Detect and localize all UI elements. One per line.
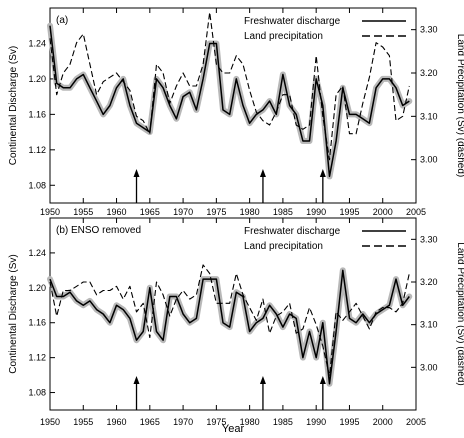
y-tick-label-right: 3.20 bbox=[420, 68, 438, 78]
x-tick-label: 1990 bbox=[306, 417, 326, 427]
y-tick-label-right: 3.10 bbox=[420, 320, 438, 330]
y-tick-label-right: 3.30 bbox=[420, 234, 438, 244]
x-tick-label: 1985 bbox=[273, 207, 293, 217]
y-tick-label-left: 1.24 bbox=[28, 248, 46, 258]
event-arrow-head bbox=[133, 169, 140, 177]
event-arrow-head bbox=[319, 169, 326, 177]
y-axis-label-left: Continental Discharge (Sv) bbox=[8, 46, 19, 166]
y-tick-label-left: 1.08 bbox=[28, 180, 46, 190]
series-line-discharge bbox=[49, 25, 410, 178]
x-tick-label: 2005 bbox=[406, 207, 426, 217]
x-tick-label: 1960 bbox=[107, 207, 127, 217]
x-tick-label: 1990 bbox=[306, 207, 326, 217]
y-tick-label-right: 3.00 bbox=[420, 155, 438, 165]
y-tick-label-right: 3.00 bbox=[420, 362, 438, 372]
x-tick-label: 1985 bbox=[273, 417, 293, 427]
legend-label: Freshwater discharge bbox=[244, 226, 341, 237]
y-tick-label-right: 3.30 bbox=[420, 25, 438, 35]
x-tick-label: 2000 bbox=[373, 417, 393, 427]
x-tick-label: 1980 bbox=[240, 417, 260, 427]
series-line-discharge bbox=[49, 269, 410, 385]
series-line-precipitation bbox=[49, 11, 410, 161]
x-tick-label: 1995 bbox=[339, 207, 359, 217]
panel-label: (b) ENSO removed bbox=[56, 225, 141, 236]
y-tick-label-left: 1.24 bbox=[28, 38, 46, 48]
uncertainty-band bbox=[47, 22, 413, 180]
y-tick-label-left: 1.12 bbox=[28, 145, 46, 155]
y-tick-label-right: 3.20 bbox=[420, 277, 438, 287]
x-tick-label: 1950 bbox=[40, 207, 60, 217]
legend-label: Land precipitation bbox=[244, 31, 323, 42]
x-tick-label: 1975 bbox=[206, 417, 226, 427]
y-tick-label-left: 1.20 bbox=[28, 74, 46, 84]
event-arrow-head bbox=[259, 169, 266, 177]
x-axis-label: Year bbox=[222, 423, 245, 435]
x-tick-label: 1995 bbox=[339, 417, 359, 427]
x-tick-label: 1955 bbox=[73, 417, 93, 427]
plot-frame bbox=[49, 7, 417, 204]
x-tick-label: 1970 bbox=[173, 207, 193, 217]
x-tick-label: 1965 bbox=[140, 207, 160, 217]
x-tick-label: 1955 bbox=[73, 207, 93, 217]
x-tick-label: 1970 bbox=[173, 417, 193, 427]
panel-b: 1950 1955 1960 1965 1970 1975 1980 1985 1990 1995… bbox=[8, 217, 464, 427]
series-line-precipitation bbox=[49, 264, 410, 377]
event-arrow-head bbox=[319, 376, 326, 384]
y-tick-label-left: 1.16 bbox=[28, 109, 46, 119]
x-tick-label: 1965 bbox=[140, 417, 160, 427]
x-tick-label: 2005 bbox=[406, 417, 426, 427]
y-tick-label-left: 1.08 bbox=[28, 388, 46, 398]
event-arrow-head bbox=[259, 376, 266, 384]
legend-label: Land precipitation bbox=[244, 241, 323, 252]
y-tick-label-left: 1.12 bbox=[28, 353, 46, 363]
y-axis-label-left: Continental Discharge (Sv) bbox=[8, 254, 19, 374]
panel-a: 1950 1955 1960 1965 1970 1975 1980 1985 1990 1995… bbox=[8, 7, 464, 217]
x-tick-label: 1975 bbox=[206, 207, 226, 217]
y-axis-label-right: Land Precipitation (Sv) (dashed) bbox=[455, 242, 464, 385]
y-tick-label-right: 3.10 bbox=[420, 111, 438, 121]
event-arrow-head bbox=[133, 376, 140, 384]
x-tick-label: 1950 bbox=[40, 417, 60, 427]
y-axis-label-right: Land Precipitation (Sv) (dashed) bbox=[455, 34, 464, 177]
legend-label: Freshwater discharge bbox=[244, 16, 341, 27]
y-tick-label-left: 1.16 bbox=[28, 318, 46, 328]
plot-frame bbox=[49, 217, 417, 411]
x-tick-label: 2000 bbox=[373, 207, 393, 217]
x-tick-label: 1980 bbox=[240, 207, 260, 217]
y-tick-label-left: 1.20 bbox=[28, 283, 46, 293]
panel-label: (a) bbox=[56, 15, 68, 26]
x-tick-label: 1960 bbox=[107, 417, 127, 427]
